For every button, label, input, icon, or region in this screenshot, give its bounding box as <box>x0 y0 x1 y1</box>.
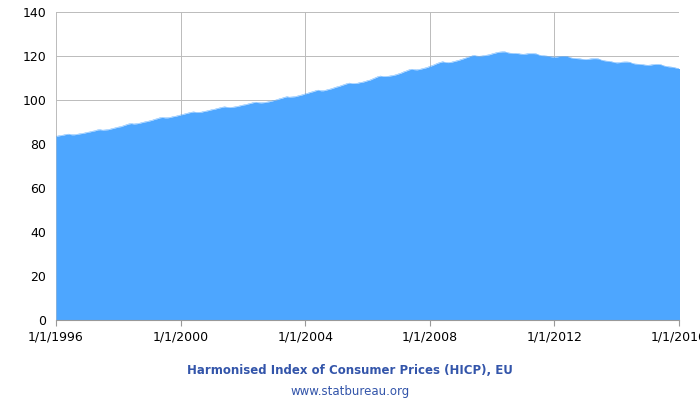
Text: Harmonised Index of Consumer Prices (HICP), EU: Harmonised Index of Consumer Prices (HIC… <box>187 364 513 376</box>
Text: www.statbureau.org: www.statbureau.org <box>290 385 410 398</box>
